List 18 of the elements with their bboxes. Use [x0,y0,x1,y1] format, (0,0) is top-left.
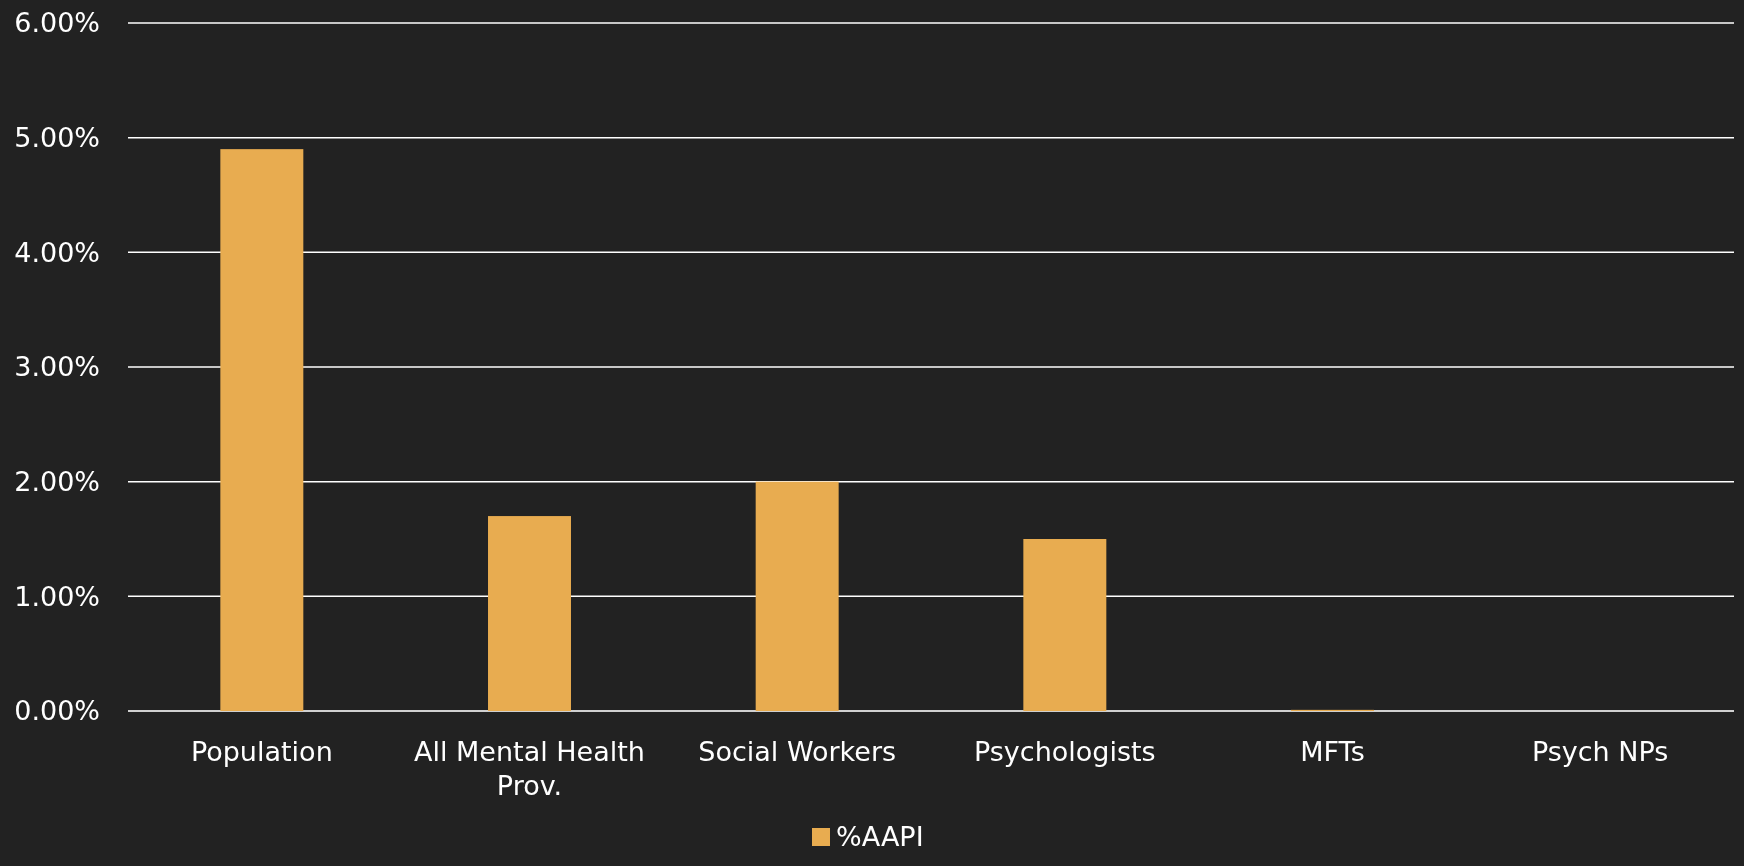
y-tick-label: 6.00% [14,7,100,39]
y-tick-label: 2.00% [14,466,100,498]
legend-label: %AAPI [836,821,924,852]
y-tick-label: 0.00% [14,695,100,727]
x-tick-label: Psychologists [973,736,1156,767]
y-tick-label: 5.00% [14,122,100,154]
x-tick-label: MFTs [1300,736,1365,767]
y-tick-label: 4.00% [14,236,100,268]
bar [488,516,571,711]
bar [220,149,304,711]
bar [1023,539,1107,711]
y-tick-label: 1.00% [14,580,100,612]
x-tick-label: Social Workers [698,736,897,767]
x-tick-label: All Mental Health Prov. [414,736,645,801]
x-tick-label: Psych NPs [1531,736,1669,767]
y-tick-label: 3.00% [14,351,100,383]
bar [755,481,839,711]
x-tick-label: Population [190,736,333,767]
